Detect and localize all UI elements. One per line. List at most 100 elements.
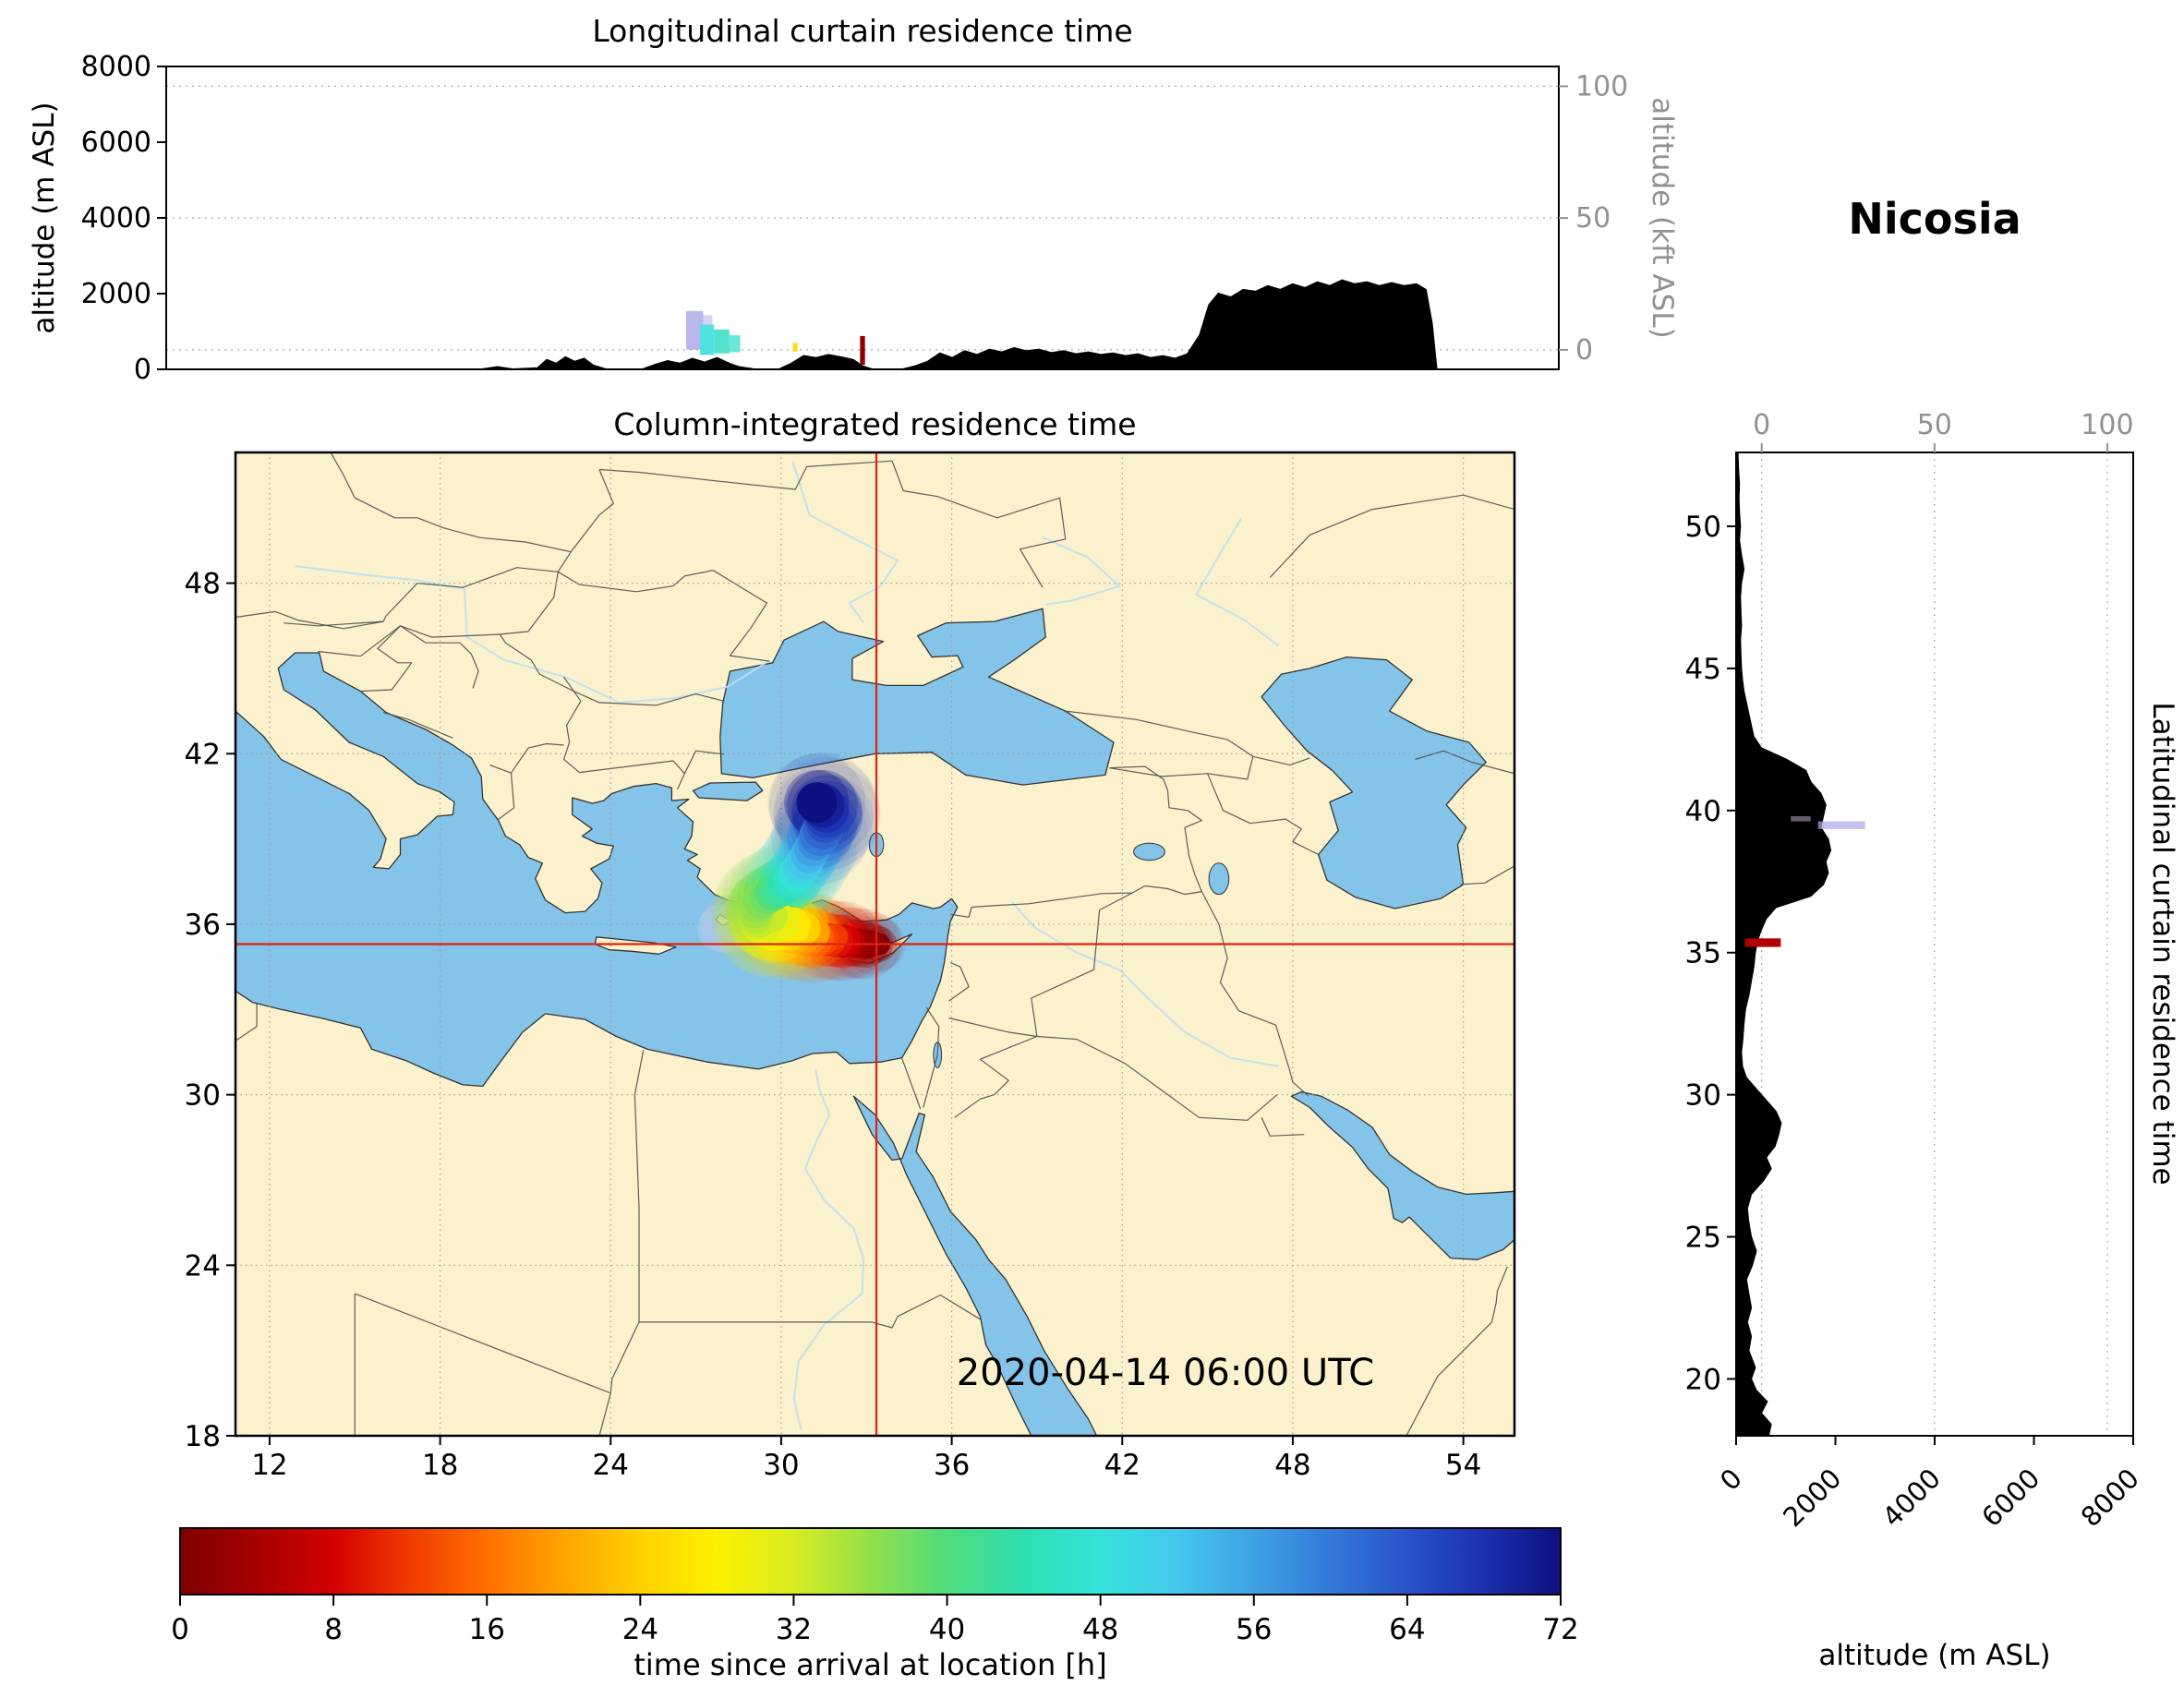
country-border <box>923 1006 940 1108</box>
svg-text:6000: 6000 <box>81 126 151 159</box>
country-border <box>633 1050 645 1322</box>
trajectory-plume <box>710 752 906 983</box>
svg-text:8000: 8000 <box>81 51 151 83</box>
svg-text:0: 0 <box>171 1613 189 1646</box>
sea-black_sea <box>719 608 1115 786</box>
lake <box>1208 862 1230 896</box>
country-border <box>950 885 1146 918</box>
country-border <box>1269 494 1514 578</box>
map-title: Column-integrated residence time <box>613 406 1137 442</box>
station-name-title: Nicosia <box>1848 194 2021 244</box>
svg-text:24: 24 <box>593 1449 629 1482</box>
river <box>792 1068 865 1431</box>
residence-plume-cell <box>1791 815 1811 822</box>
sea-red_sea <box>852 1095 1098 1436</box>
island-rhodes <box>715 913 732 927</box>
residence-plume-cell <box>1817 821 1865 829</box>
country-border <box>598 1392 611 1436</box>
residence-plume-cell <box>1744 938 1781 947</box>
longitudinal-curtain-title: Longitudinal curtain residence time <box>592 13 1133 49</box>
svg-text:50: 50 <box>1685 511 1721 544</box>
river <box>295 565 769 704</box>
sea-caspian <box>1261 656 1487 909</box>
svg-text:30: 30 <box>1685 1079 1721 1113</box>
svg-text:100: 100 <box>2081 409 2133 441</box>
residence-plume-cell <box>714 329 730 354</box>
svg-text:24: 24 <box>622 1613 658 1646</box>
altitude-m-asl-left-label: altitude (m ASL) <box>28 102 61 334</box>
svg-text:4000: 4000 <box>1876 1463 1947 1533</box>
svg-text:64: 64 <box>1389 1613 1425 1646</box>
plume-halo-spot <box>697 904 746 953</box>
svg-text:50: 50 <box>1917 409 1952 441</box>
svg-text:54: 54 <box>1445 1449 1481 1482</box>
svg-text:24: 24 <box>185 1249 221 1283</box>
svg-text:36: 36 <box>934 1449 970 1482</box>
country-border <box>235 1004 258 1042</box>
river <box>1194 517 1280 647</box>
svg-text:20: 20 <box>1685 1363 1721 1396</box>
svg-text:2000: 2000 <box>81 278 151 310</box>
country-border <box>511 742 564 774</box>
country-border <box>948 961 970 1002</box>
altitude-m-asl-bottom-label: altitude (m ASL) <box>1818 1639 2051 1672</box>
svg-text:40: 40 <box>929 1613 965 1646</box>
svg-text:8: 8 <box>324 1613 343 1646</box>
svg-text:36: 36 <box>185 909 221 942</box>
country-border <box>1201 891 1309 1097</box>
svg-text:32: 32 <box>776 1613 812 1646</box>
svg-text:16: 16 <box>468 1613 504 1646</box>
country-border <box>360 625 413 692</box>
sea-marmara <box>692 781 764 801</box>
country-border <box>1144 885 1202 896</box>
country-border <box>562 676 582 774</box>
svg-text:2000: 2000 <box>1777 1463 1847 1533</box>
sea-persian_gulf <box>1290 1090 1514 1260</box>
country-border <box>579 760 674 774</box>
country-border <box>318 625 501 657</box>
country-border <box>499 633 574 692</box>
svg-text:40: 40 <box>1685 795 1721 828</box>
country-border <box>1036 1035 1278 1121</box>
country-border <box>1207 773 1319 856</box>
svg-text:0: 0 <box>1575 334 1593 367</box>
country-border <box>1406 1266 1508 1436</box>
river <box>1010 900 1279 1067</box>
svg-text:30: 30 <box>185 1079 221 1113</box>
residence-plume-cell <box>792 343 798 352</box>
country-border <box>400 625 479 689</box>
svg-text:42: 42 <box>185 738 221 771</box>
residence-plume-cell <box>860 335 865 366</box>
river <box>791 460 899 624</box>
svg-text:18: 18 <box>185 1420 221 1453</box>
svg-text:18: 18 <box>422 1449 458 1482</box>
colorbar: 0 8 16 24 32 40 48 56 64 72 <box>171 1527 1579 1646</box>
svg-text:35: 35 <box>1685 937 1721 970</box>
svg-text:0: 0 <box>1753 409 1770 441</box>
country-border <box>1031 892 1133 1037</box>
svg-text:12: 12 <box>251 1449 287 1482</box>
country-border <box>284 567 559 627</box>
country-border <box>1261 1117 1305 1137</box>
island-crete <box>594 936 677 955</box>
country-border <box>355 1293 640 1394</box>
country-border <box>1065 710 1310 766</box>
country-border <box>891 460 1067 588</box>
country-border <box>598 460 893 490</box>
altitude-kft-asl-right-label: altitude (kft ASL) <box>1646 97 1679 339</box>
colorbar-label: time since arrival at location [h] <box>633 1647 1107 1682</box>
river <box>1042 536 1122 606</box>
svg-text:25: 25 <box>1685 1222 1721 1255</box>
country-border <box>330 452 572 572</box>
svg-text:45: 45 <box>1685 653 1721 686</box>
residence-plume-cell <box>701 315 713 325</box>
country-border <box>235 610 384 630</box>
country-border <box>954 1035 1038 1118</box>
country-border <box>1415 750 1514 775</box>
svg-text:50: 50 <box>1575 202 1611 235</box>
country-border <box>1460 865 1514 885</box>
country-border <box>570 469 614 553</box>
sea-mediterranean <box>235 652 959 1088</box>
residence-plume-cell <box>700 324 715 355</box>
